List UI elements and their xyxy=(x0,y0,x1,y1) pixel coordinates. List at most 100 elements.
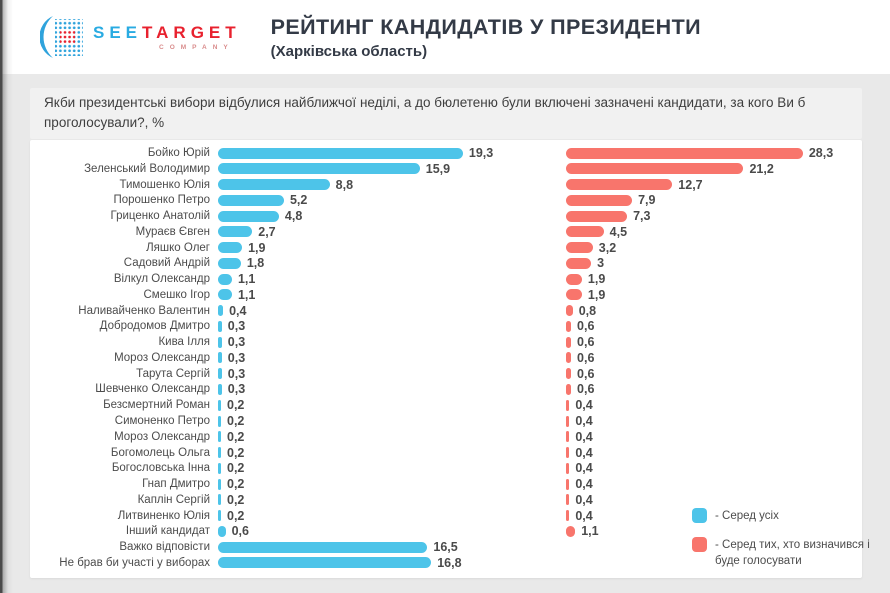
series-decided-zone: 0,4 xyxy=(566,414,854,428)
chart-row: Безсмертний Роман 0,2 0,4 xyxy=(38,398,854,412)
candidate-label: Зеленський Володимир xyxy=(84,162,210,175)
series-all-zone: 0,3 xyxy=(218,367,566,381)
candidate-label: Кива Ілля xyxy=(158,336,210,349)
series-decided-zone: 0,6 xyxy=(566,351,854,365)
series-decided-zone: 1,9 xyxy=(566,272,854,286)
bar-decided xyxy=(566,352,572,364)
series-all-zone: 0,3 xyxy=(218,319,566,333)
series-all-zone: 0,2 xyxy=(218,509,566,523)
value-label: 0,4 xyxy=(575,492,593,507)
bar-all xyxy=(218,462,221,474)
bar-decided xyxy=(566,462,570,474)
bar-decided xyxy=(566,431,570,443)
bar-all xyxy=(218,368,222,380)
bar-all xyxy=(218,494,221,506)
candidate-label: Гнап Дмитро xyxy=(142,478,210,491)
bar-decided xyxy=(566,383,572,395)
candidate-label: Мороз Олександр xyxy=(114,430,210,443)
bar-all xyxy=(218,415,221,427)
value-label: 0,2 xyxy=(227,508,245,523)
seetarget-logo-icon xyxy=(40,16,83,58)
series-decided-zone: 21,2 xyxy=(566,162,854,176)
logo-company: COMPANY xyxy=(159,44,234,51)
value-label: 0,2 xyxy=(227,492,245,507)
value-label: 21,2 xyxy=(749,161,774,176)
value-label: 0,6 xyxy=(577,319,595,334)
bar-all xyxy=(218,399,221,411)
value-label: 0,3 xyxy=(227,319,246,334)
value-label: 3,2 xyxy=(598,240,617,255)
logo-text: SEETARGET COMPANY xyxy=(93,23,241,51)
bar-all xyxy=(218,257,241,269)
value-label: 0,6 xyxy=(577,366,595,381)
chart-row: Ляшко Олег 1,9 3,2 xyxy=(38,240,854,255)
series-decided-zone: 3 xyxy=(566,256,854,270)
chart-row: Добродомов Дмитро 0,3 0,6 xyxy=(38,319,854,333)
value-label: 0,8 xyxy=(578,303,597,318)
window-left-edge xyxy=(0,0,13,593)
chart-row: Важко відповісти 16,5 xyxy=(38,540,854,554)
series-decided-zone: 0,4 xyxy=(566,493,854,507)
bar-decided xyxy=(566,147,803,159)
bar-all xyxy=(218,525,226,537)
value-label: 0,2 xyxy=(227,461,245,476)
candidate-label: Бойко Юрій xyxy=(147,147,210,159)
bar-all xyxy=(218,510,221,522)
bar-decided xyxy=(566,510,570,522)
chart-row: Богомолець Ольга 0,2 0,4 xyxy=(38,446,854,460)
series-decided-zone: 0,8 xyxy=(566,304,854,318)
bar-decided xyxy=(566,226,604,238)
value-label: 0,4 xyxy=(575,461,593,476)
series-all-zone: 1,1 xyxy=(218,272,566,286)
survey-question: Якби президентські вибори відбулися найб… xyxy=(30,88,862,139)
bar-decided xyxy=(566,494,570,506)
candidate-label: Богомолець Ольга xyxy=(110,446,210,459)
series-decided-zone: 0,4 xyxy=(566,461,854,475)
value-label: 0,3 xyxy=(227,335,246,350)
value-label: 0,4 xyxy=(575,414,593,429)
series-decided-zone: 0,4 xyxy=(566,398,854,412)
logo-see: SEE xyxy=(93,23,143,42)
chart-row: Богословська Інна 0,2 0,4 xyxy=(38,461,854,476)
candidate-label: Важко відповісти xyxy=(119,541,210,554)
candidate-label: Порошенко Петро xyxy=(113,194,210,207)
bar-decided xyxy=(566,179,673,191)
series-all-zone: 0,3 xyxy=(218,382,566,396)
value-label: 1,1 xyxy=(581,524,599,539)
bar-decided xyxy=(566,273,582,285)
value-label: 1,8 xyxy=(246,256,265,271)
chart-rows: Бойко Юрій 19,3 28,3 Зеленський Володимир 15… xyxy=(38,146,854,570)
page-title: РЕЙТИНГ КАНДИДАТІВ У ПРЕЗИДЕНТИ xyxy=(270,14,701,39)
bar-all xyxy=(218,289,232,301)
candidate-label: Мураєв Євген xyxy=(135,225,210,238)
series-all-zone: 8,8 xyxy=(218,178,566,192)
value-label: 8,8 xyxy=(335,177,354,192)
chart-row: Тарута Сергій 0,3 0,6 xyxy=(38,367,854,381)
bar-decided xyxy=(566,163,744,175)
legend: - Серед усіх - Серед тих, хто визначився… xyxy=(692,508,874,582)
candidate-label: Богословська Інна xyxy=(111,462,210,475)
value-label: 0,4 xyxy=(575,429,593,444)
series-decided-zone: 0,4 xyxy=(566,430,854,444)
series-all-zone: 1,1 xyxy=(218,288,566,302)
candidate-label: Вілкул Олександр xyxy=(113,273,210,286)
value-label: 28,3 xyxy=(808,146,834,160)
bar-decided xyxy=(566,447,570,459)
series-decided-zone: 0,6 xyxy=(566,319,854,333)
series-decided-zone: 0,4 xyxy=(566,477,854,491)
value-label: 0,6 xyxy=(231,524,249,539)
series-all-zone: 0,2 xyxy=(218,414,566,428)
candidate-label: Каплін Сергій xyxy=(137,493,210,506)
header: SEETARGET COMPANY РЕЙТИНГ КАНДИДАТІВ У П… xyxy=(0,0,890,74)
value-label: 19,3 xyxy=(468,146,494,160)
series-decided-zone: 0,6 xyxy=(566,367,854,381)
legend-label-all: - Серед усіх xyxy=(715,510,779,522)
value-label: 2,7 xyxy=(258,224,276,239)
series-all-zone: 16,8 xyxy=(218,556,566,570)
series-all-zone: 19,3 xyxy=(218,146,566,160)
series-decided-zone: 7,9 xyxy=(566,193,854,207)
series-decided-zone: 0,4 xyxy=(566,509,854,523)
bar-all xyxy=(218,179,330,191)
value-label: 1,9 xyxy=(248,240,266,255)
bar-decided xyxy=(566,320,572,332)
